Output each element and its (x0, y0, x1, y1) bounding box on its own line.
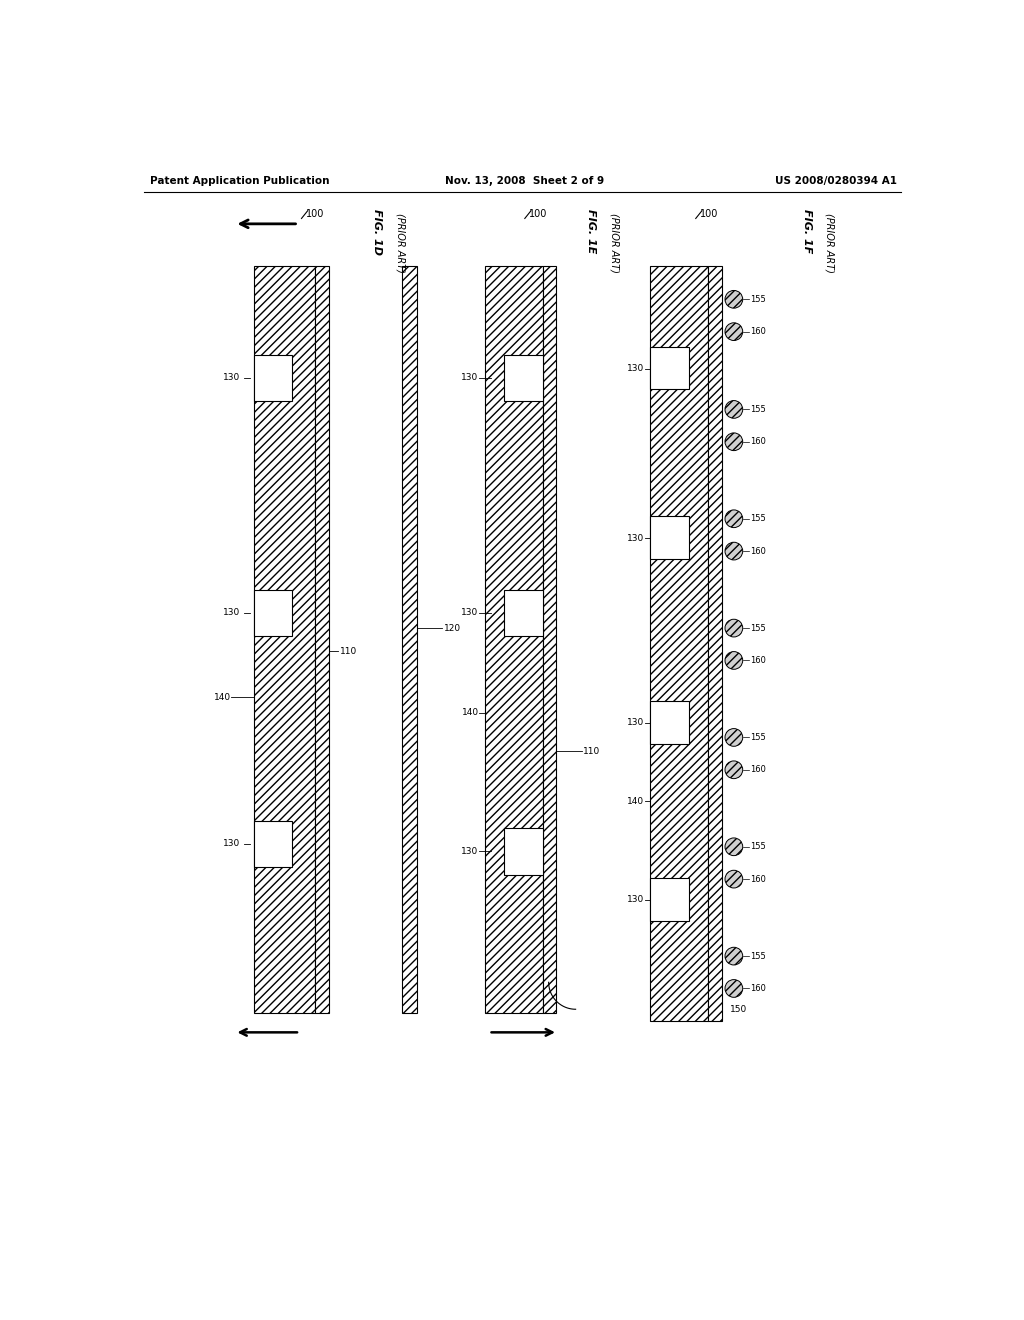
Text: FIG. 1E: FIG. 1E (586, 210, 596, 253)
Text: 130: 130 (462, 847, 478, 855)
Text: 130: 130 (223, 374, 241, 383)
Bar (484, 267, 543, 1014)
Circle shape (725, 979, 742, 998)
Text: 110: 110 (340, 647, 357, 656)
Bar (315, 267, 330, 1014)
Text: 110: 110 (584, 747, 600, 756)
Circle shape (725, 760, 742, 779)
Circle shape (725, 838, 742, 855)
Bar (254, 590, 292, 636)
Circle shape (725, 729, 742, 746)
Bar (504, 590, 543, 636)
Bar (650, 267, 708, 1020)
Text: 100: 100 (306, 209, 325, 219)
Text: 130: 130 (223, 609, 241, 618)
Text: 120: 120 (444, 623, 461, 632)
Text: (PRIOR ART): (PRIOR ART) (609, 213, 620, 273)
Bar (401, 267, 417, 1014)
Circle shape (725, 323, 742, 341)
Text: 155: 155 (751, 294, 766, 304)
Text: 100: 100 (700, 209, 719, 219)
Text: 155: 155 (751, 842, 766, 851)
Text: 155: 155 (751, 623, 766, 632)
Text: 155: 155 (751, 405, 766, 414)
Circle shape (725, 290, 742, 308)
Bar (650, 701, 689, 743)
Text: 160: 160 (751, 437, 766, 446)
Bar (254, 821, 292, 867)
Circle shape (725, 948, 742, 965)
Bar (650, 878, 689, 921)
Text: 160: 160 (751, 766, 766, 775)
Bar (254, 355, 292, 401)
Text: 155: 155 (751, 733, 766, 742)
Text: 130: 130 (223, 840, 241, 849)
Text: 160: 160 (751, 875, 766, 883)
Text: 160: 160 (751, 656, 766, 665)
Circle shape (725, 510, 742, 528)
Bar (650, 516, 689, 558)
Bar (504, 829, 543, 875)
Text: 155: 155 (751, 952, 766, 961)
Text: 150: 150 (730, 1005, 746, 1014)
Circle shape (725, 870, 742, 888)
Text: (PRIOR ART): (PRIOR ART) (824, 213, 835, 273)
Text: 160: 160 (751, 327, 766, 337)
Text: 130: 130 (462, 609, 478, 618)
Circle shape (725, 400, 742, 418)
Text: 140: 140 (627, 797, 644, 805)
Text: US 2008/0280394 A1: US 2008/0280394 A1 (775, 176, 897, 186)
Text: 130: 130 (627, 718, 644, 727)
Bar (504, 355, 543, 401)
Bar (254, 267, 315, 1014)
Text: FIG. 1F: FIG. 1F (802, 210, 812, 253)
Bar (650, 347, 689, 389)
Text: 130: 130 (627, 364, 644, 374)
Text: 160: 160 (751, 546, 766, 556)
Circle shape (725, 543, 742, 560)
Text: Nov. 13, 2008  Sheet 2 of 9: Nov. 13, 2008 Sheet 2 of 9 (445, 176, 604, 186)
Text: 130: 130 (627, 895, 644, 904)
Text: 160: 160 (751, 983, 766, 993)
Text: 130: 130 (462, 374, 478, 383)
Text: 100: 100 (529, 209, 548, 219)
Text: Patent Application Publication: Patent Application Publication (150, 176, 330, 186)
Bar (543, 267, 556, 1014)
Text: 140: 140 (214, 693, 230, 702)
Text: 155: 155 (751, 515, 766, 523)
Bar (708, 267, 722, 1020)
Text: FIG. 1D: FIG. 1D (372, 209, 382, 255)
Text: (PRIOR ART): (PRIOR ART) (395, 213, 406, 273)
Circle shape (725, 652, 742, 669)
Text: 130: 130 (627, 533, 644, 543)
Circle shape (725, 433, 742, 450)
Text: 140: 140 (462, 709, 478, 717)
Circle shape (725, 619, 742, 638)
